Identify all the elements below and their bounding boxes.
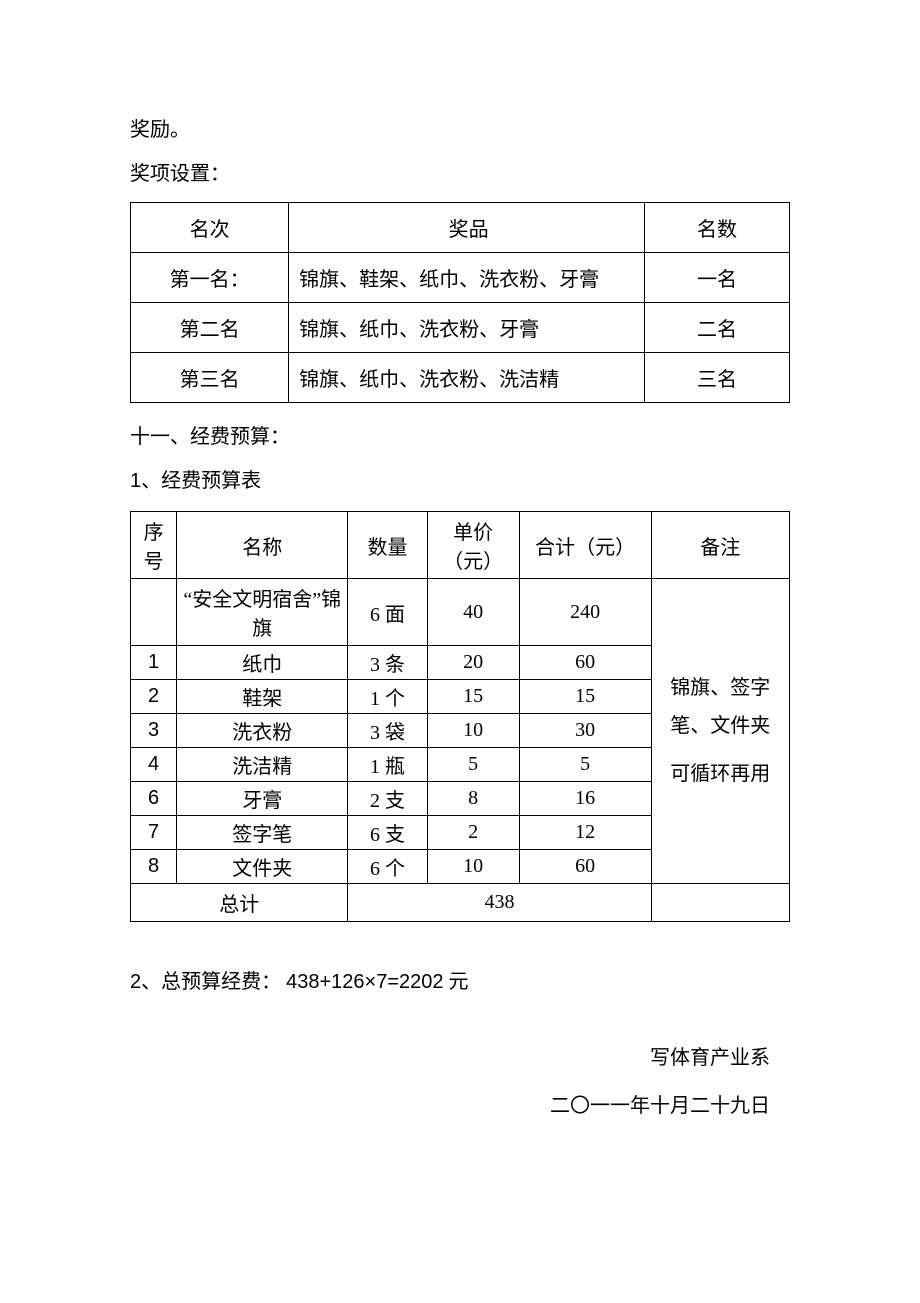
award-header: 名次 奖品 名数 <box>131 203 790 253</box>
budget-unit: 15 <box>427 680 519 714</box>
budget-qty: 1 个 <box>348 680 427 714</box>
budget-unit: 20 <box>427 646 519 680</box>
budget-unit: 5 <box>427 748 519 782</box>
award-rank: 第三名 <box>131 353 289 403</box>
budget-name: 文件夹 <box>177 850 348 884</box>
budget-unit: 10 <box>427 850 519 884</box>
award-prize: 锦旗、鞋架、纸巾、洗衣粉、牙膏 <box>289 253 645 303</box>
budget-seq: 4 <box>131 748 177 782</box>
budget-total-note <box>651 884 789 922</box>
total-text-c: 元 <box>444 971 469 993</box>
note-line: 可循环再用 <box>656 755 785 793</box>
budget-qty: 3 条 <box>348 646 427 680</box>
budget-unit: 40 <box>427 579 519 646</box>
budget-row: “安全文明宿舍”锦旗 6 面 40 240 锦旗、签字 笔、文件夹 可循环再用 <box>131 579 790 646</box>
budget-label-text: 、经费预算表 <box>141 470 261 492</box>
budget-qty: 6 支 <box>348 816 427 850</box>
budget-unit: 8 <box>427 782 519 816</box>
budget-seq: 6 <box>131 782 177 816</box>
award-count: 三名 <box>645 353 790 403</box>
col-sum: 合计（元） <box>519 512 651 579</box>
award-prize: 锦旗、纸巾、洗衣粉、牙膏 <box>289 303 645 353</box>
award-row: 第三名 锦旗、纸巾、洗衣粉、洗洁精 三名 <box>131 353 790 403</box>
budget-qty: 1 瓶 <box>348 748 427 782</box>
document-page: 奖励。 奖项设置： 名次 奖品 名数 第一名： 锦旗、鞋架、纸巾、洗衣粉、牙膏 … <box>0 0 920 1303</box>
budget-name: 洗洁精 <box>177 748 348 782</box>
budget-name: “安全文明宿舍”锦旗 <box>177 579 348 646</box>
col-unit: 单价（元） <box>427 512 519 579</box>
budget-total-row: 总计 438 <box>131 884 790 922</box>
budget-sum: 5 <box>519 748 651 782</box>
budget-name: 纸巾 <box>177 646 348 680</box>
budget-sum: 60 <box>519 646 651 680</box>
budget-qty: 6 个 <box>348 850 427 884</box>
budget-qty: 3 袋 <box>348 714 427 748</box>
budget-seq: 1 <box>131 646 177 680</box>
award-count: 一名 <box>645 253 790 303</box>
award-col-count: 名数 <box>645 203 790 253</box>
budget-name: 洗衣粉 <box>177 714 348 748</box>
budget-total-value: 438 <box>348 884 651 922</box>
award-row: 第二名 锦旗、纸巾、洗衣粉、牙膏 二名 <box>131 303 790 353</box>
intro-line: 奖励。 <box>130 110 790 150</box>
award-setup-label: 奖项设置： <box>130 154 790 194</box>
signature-dept: 写体育产业系 <box>130 1034 770 1082</box>
budget-seq: 3 <box>131 714 177 748</box>
award-count: 二名 <box>645 303 790 353</box>
award-table: 名次 奖品 名数 第一名： 锦旗、鞋架、纸巾、洗衣粉、牙膏 一名 第二名 锦旗、… <box>130 202 790 403</box>
total-num: 2 <box>130 971 141 993</box>
note-line: 笔、文件夹 <box>656 707 785 745</box>
total-formula: 438+126×7=2202 <box>286 971 443 993</box>
budget-name: 鞋架 <box>177 680 348 714</box>
budget-header: 序号 名称 数量 单价（元） 合计（元） 备注 <box>131 512 790 579</box>
budget-seq: 8 <box>131 850 177 884</box>
budget-qty: 2 支 <box>348 782 427 816</box>
award-row: 第一名： 锦旗、鞋架、纸巾、洗衣粉、牙膏 一名 <box>131 253 790 303</box>
award-rank: 第二名 <box>131 303 289 353</box>
budget-seq: 2 <box>131 680 177 714</box>
budget-sum: 60 <box>519 850 651 884</box>
budget-sum: 12 <box>519 816 651 850</box>
award-prize: 锦旗、纸巾、洗衣粉、洗洁精 <box>289 353 645 403</box>
section-11-title: 十一、经费预算： <box>130 415 790 459</box>
signature-date: 二〇一一年十月二十九日 <box>130 1082 770 1130</box>
budget-seq: 7 <box>131 816 177 850</box>
total-text-a: 、总预算经费： <box>141 971 286 993</box>
signature-block: 写体育产业系 二〇一一年十月二十九日 <box>130 1034 790 1130</box>
budget-unit: 10 <box>427 714 519 748</box>
budget-table-label: 1、经费预算表 <box>130 459 790 503</box>
budget-name: 签字笔 <box>177 816 348 850</box>
budget-sum: 16 <box>519 782 651 816</box>
budget-total-label: 总计 <box>131 884 348 922</box>
award-col-prize: 奖品 <box>289 203 645 253</box>
col-name: 名称 <box>177 512 348 579</box>
budget-sum: 15 <box>519 680 651 714</box>
budget-sum: 240 <box>519 579 651 646</box>
budget-sum: 30 <box>519 714 651 748</box>
col-seq: 序号 <box>131 512 177 579</box>
col-qty: 数量 <box>348 512 427 579</box>
note-line: 锦旗、签字 <box>656 669 785 707</box>
budget-qty: 6 面 <box>348 579 427 646</box>
award-col-rank: 名次 <box>131 203 289 253</box>
budget-note: 锦旗、签字 笔、文件夹 可循环再用 <box>651 579 789 884</box>
budget-table: 序号 名称 数量 单价（元） 合计（元） 备注 “安全文明宿舍”锦旗 6 面 4… <box>130 511 790 922</box>
col-note: 备注 <box>651 512 789 579</box>
budget-seq <box>131 579 177 646</box>
budget-name: 牙膏 <box>177 782 348 816</box>
total-budget-line: 2、总预算经费： 438+126×7=2202 元 <box>130 962 790 1002</box>
budget-label-num: 1 <box>130 470 141 492</box>
budget-unit: 2 <box>427 816 519 850</box>
award-rank: 第一名： <box>131 253 289 303</box>
